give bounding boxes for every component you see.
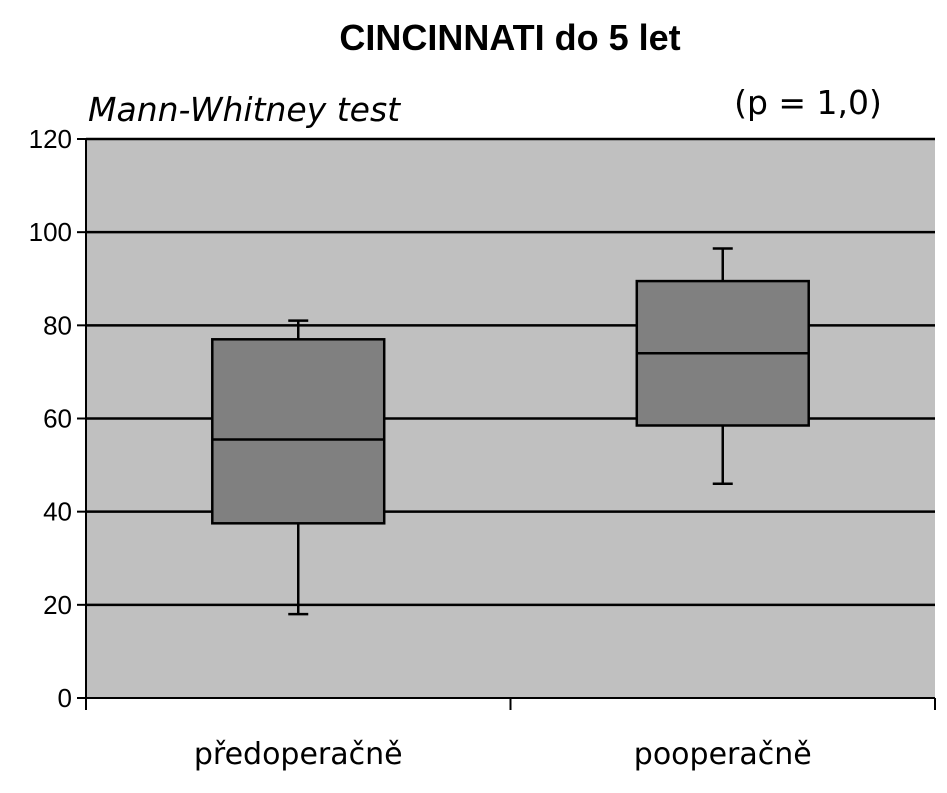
y-tick-label: 100 [29,217,72,247]
y-tick-label: 60 [43,404,72,434]
category-label: předoperačně [194,737,403,772]
box-iqr [211,338,386,525]
category-label: pooperačně [634,737,812,772]
chart-title: CINCINNATI do 5 let [339,17,680,58]
y-tick-label: 20 [43,590,72,620]
boxes [211,247,810,616]
box-1 [211,319,386,616]
y-axis-ticks: 0 20 40 60 80 100 120 [29,124,86,713]
category-labels: předoperačně pooperačně [194,737,812,772]
box-2 [635,247,810,485]
p-value-annotation: (p = 1,0) [734,83,882,122]
y-tick-label: 40 [43,497,72,527]
y-tick-label: 0 [58,683,72,713]
y-tick-label: 80 [43,310,72,340]
x-axis-ticks [85,698,936,710]
y-tick-label: 120 [29,124,72,154]
test-annotation: Mann-Whitney test [88,90,401,129]
